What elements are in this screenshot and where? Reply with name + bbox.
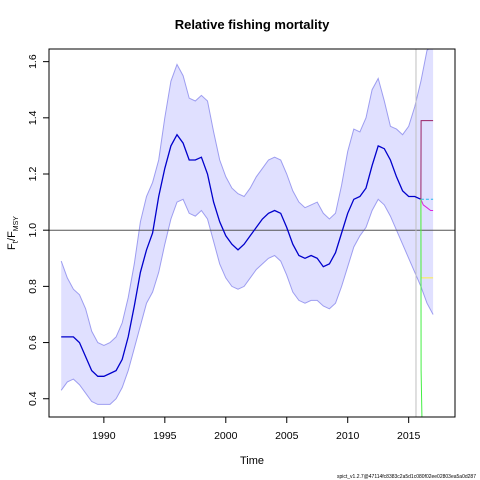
x-axis: 1990 1995 2000 2005 2010 2015 — [92, 416, 421, 442]
y-tick-label: 0.8 — [27, 279, 39, 294]
x-tick-label: 2015 — [397, 430, 421, 442]
x-tick-label: 2005 — [275, 430, 299, 442]
y-tick-label: 1.4 — [27, 110, 39, 125]
plot-area — [49, 49, 455, 417]
x-tick-label: 2010 — [336, 430, 360, 442]
y-tick-label: 0.6 — [27, 335, 39, 350]
y-axis: 0.4 0.6 0.8 1.0 1.2 1.4 1.6 — [27, 54, 50, 406]
x-axis-label: Time — [240, 455, 264, 467]
footer-version: spict_v1.2.7@47114fc8383c2a5d1c080f02ee0… — [337, 474, 476, 480]
y-label-sub-msy: MSY — [13, 216, 20, 232]
chart-title: Relative fishing mortality — [175, 17, 330, 32]
lower-ci-line — [60, 198, 434, 405]
y-label-slash: /F — [6, 231, 18, 241]
upper-ci-line — [60, 49, 430, 346]
x-tick-label: 2000 — [214, 430, 238, 442]
confidence-band — [61, 49, 434, 405]
y-axis-label: Ft/FMSY — [6, 216, 20, 250]
estimate-line — [61, 133, 422, 377]
y-label-sub-t: t — [11, 240, 20, 243]
x-tick-label: 1990 — [92, 430, 116, 442]
y-tick-label: 1.2 — [27, 167, 39, 182]
y-tick-label: 1.6 — [27, 54, 39, 69]
projection-line-5 — [420, 199, 423, 417]
y-tick-label: 0.4 — [27, 391, 39, 406]
y-label-main: F — [6, 243, 18, 250]
y-tick-label: 1.0 — [27, 223, 39, 238]
projection-line-3 — [420, 120, 434, 200]
projection-line-1 — [420, 199, 434, 211]
x-tick-label: 1995 — [153, 430, 177, 442]
